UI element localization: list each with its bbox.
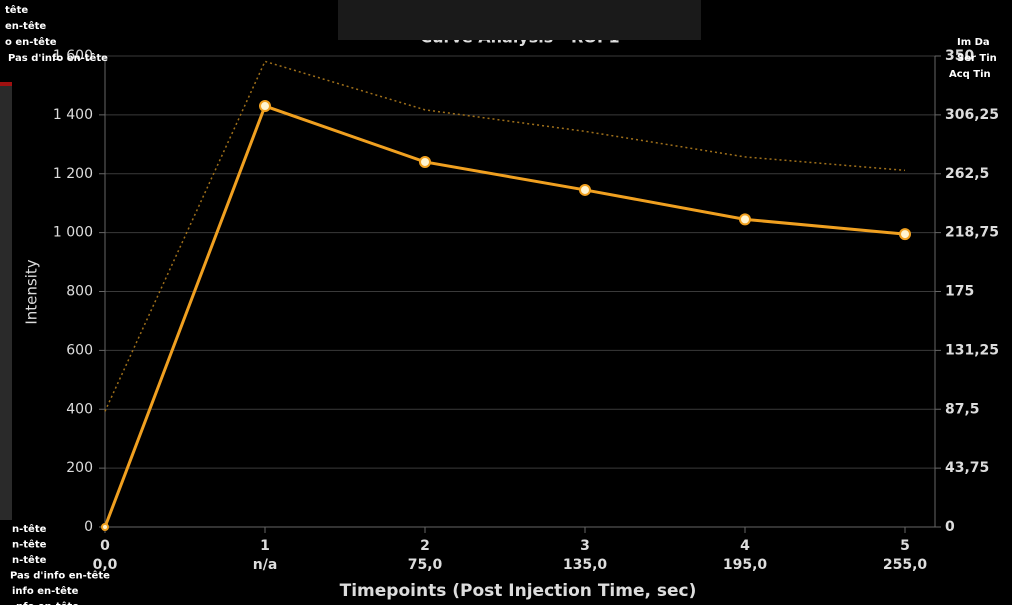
overlay-text: en-tête — [5, 20, 46, 32]
overlay-text: tête — [5, 4, 28, 16]
overlay-text: info en-tête — [12, 585, 79, 597]
overlay-text: Im Da — [957, 37, 990, 48]
series-line — [105, 61, 905, 411]
side-panel — [0, 85, 12, 520]
data-point — [420, 157, 430, 167]
x-tick-label: 2 — [420, 538, 430, 554]
x-tick-label: 1 — [260, 538, 270, 554]
overlay-text: n-tête — [12, 554, 47, 566]
overlay-text: nfo en-tête — [16, 601, 79, 605]
y2-tick-label: 43,75 — [945, 460, 989, 476]
data-point — [102, 524, 108, 530]
overlay-text: Acq Tin — [949, 69, 991, 80]
y-tick-label: 1 200 — [53, 166, 93, 182]
x-sublabel: n/a — [253, 557, 278, 573]
y-tick-label: 800 — [66, 284, 93, 300]
side-marker — [0, 82, 12, 86]
x-sublabel: 135,0 — [563, 557, 608, 573]
overlay-text: o en-tête — [5, 36, 57, 48]
data-point — [740, 214, 750, 224]
series-line — [105, 106, 905, 527]
x-tick-label: 5 — [900, 538, 910, 554]
x-tick-label: 3 — [580, 538, 590, 554]
x-axis-title: Timepoints (Post Injection Time, sec) — [340, 581, 697, 601]
x-tick-label: 0 — [100, 538, 110, 554]
chart: Curve Analysis - ROI 1 Intensity Timepoi… — [0, 0, 1012, 605]
overlay-text: Pas d'info en-tête — [8, 52, 108, 64]
data-point — [580, 185, 590, 195]
x-tick-label: 4 — [740, 538, 750, 554]
y2-tick-label: 218,75 — [945, 225, 999, 241]
y2-tick-label: 0 — [945, 519, 955, 535]
y-tick-label: 600 — [66, 342, 93, 358]
overlay-text: Ser Tin — [957, 53, 997, 64]
overlay-text: Pas d'info en-tête — [10, 570, 110, 582]
overlay-text: n-tête — [12, 539, 47, 551]
x-sublabel: 195,0 — [723, 557, 768, 573]
y2-tick-label: 131,25 — [945, 342, 999, 358]
y-tick-label: 1 400 — [53, 107, 93, 123]
data-point — [900, 229, 910, 239]
y-axis-title: Intensity — [23, 259, 41, 324]
overlay-text: n-tête — [12, 523, 47, 535]
y-tick-label: 200 — [66, 460, 93, 476]
y-tick-label: 1 000 — [53, 225, 93, 241]
y-tick-label: 400 — [66, 401, 93, 417]
y2-tick-label: 306,25 — [945, 107, 999, 123]
x-sublabel: 255,0 — [883, 557, 928, 573]
data-point — [260, 101, 270, 111]
x-sublabel: 75,0 — [408, 557, 443, 573]
y2-tick-label: 262,5 — [945, 166, 989, 182]
image-thumbnail — [338, 0, 701, 40]
y-tick-label: 0 — [84, 519, 93, 535]
y2-tick-label: 87,5 — [945, 401, 980, 417]
y2-tick-label: 175 — [945, 284, 974, 300]
